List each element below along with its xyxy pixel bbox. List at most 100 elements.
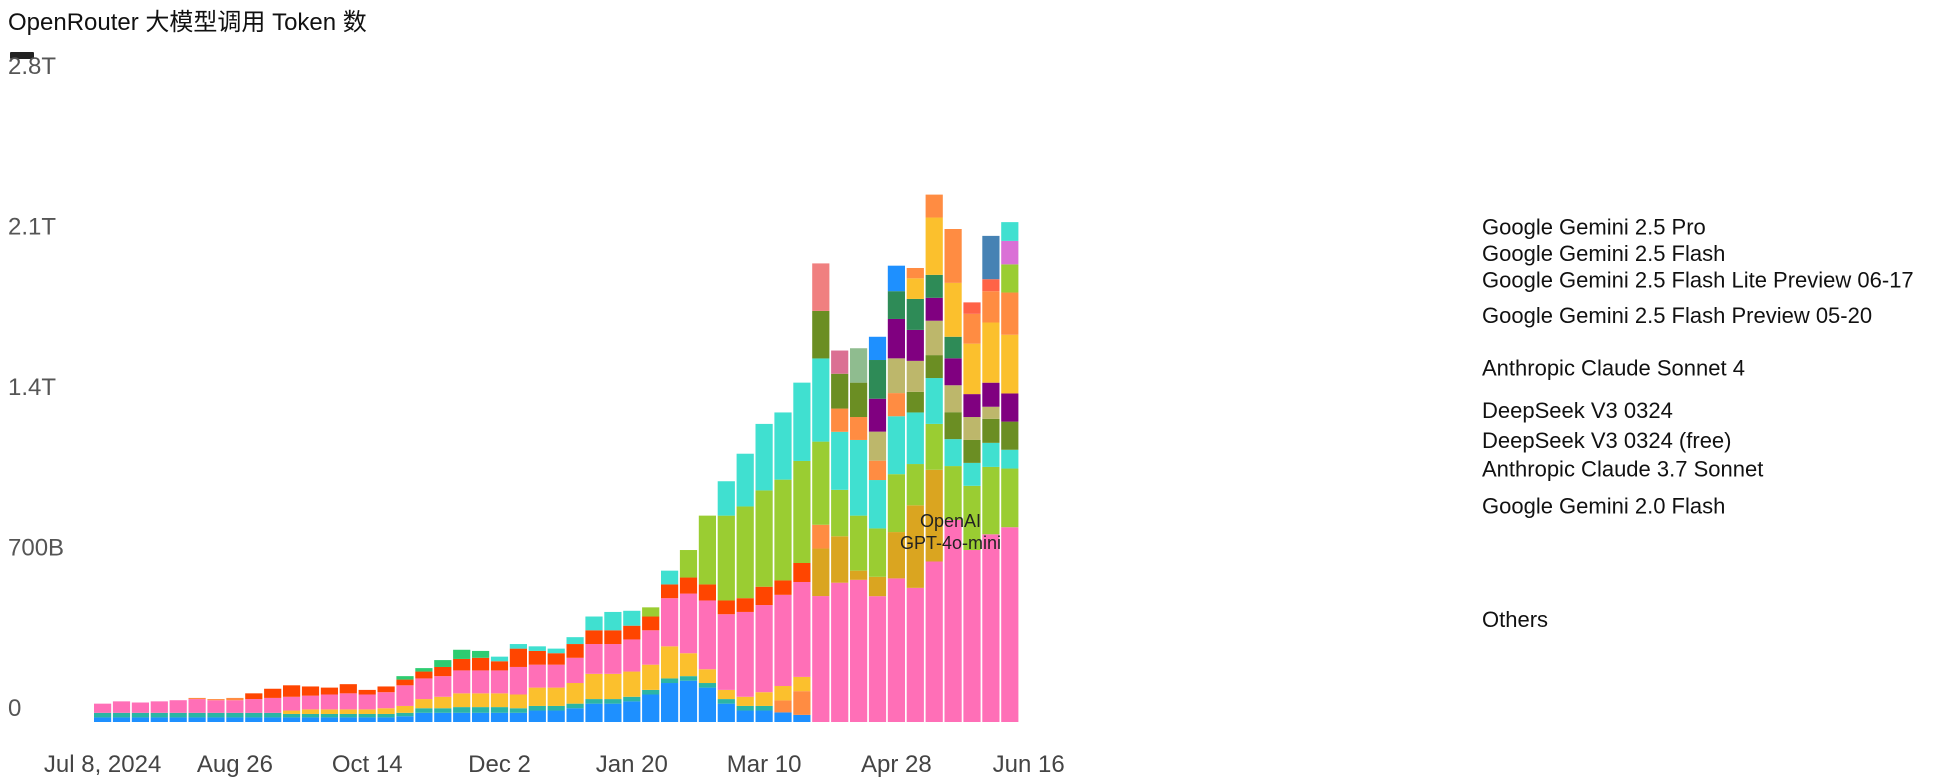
bar-segment xyxy=(925,423,943,470)
bar-segment xyxy=(150,717,168,722)
bar-segment xyxy=(566,644,584,658)
bar-segment xyxy=(868,398,887,432)
bar-segment xyxy=(301,686,320,696)
bar-column xyxy=(509,644,527,722)
bar-segment xyxy=(415,671,433,679)
bar-segment xyxy=(755,710,773,722)
bar-segment xyxy=(793,563,811,582)
bar-segment xyxy=(698,600,716,670)
bar-column xyxy=(661,570,679,722)
x-tick-label: Jun 16 xyxy=(993,751,1065,778)
bar-segment xyxy=(868,528,887,577)
bar-segment xyxy=(528,710,546,722)
bar-segment xyxy=(585,673,603,700)
bar-segment xyxy=(982,406,1000,419)
bar-segment xyxy=(906,505,924,588)
bar-column xyxy=(906,267,924,722)
bar-segment xyxy=(245,717,263,722)
bar-column xyxy=(264,688,282,722)
bar-segment xyxy=(358,709,376,714)
bar-column xyxy=(434,660,452,722)
bar-segment xyxy=(320,694,338,710)
bar-segment xyxy=(226,700,244,713)
bar-segment xyxy=(188,697,206,700)
bar-column xyxy=(642,607,660,722)
bar-segment xyxy=(755,586,773,606)
bar-segment xyxy=(490,707,509,713)
bar-segment xyxy=(944,358,962,386)
bar-segment xyxy=(207,699,225,701)
bar-segment xyxy=(226,717,244,722)
bar-segment xyxy=(642,616,660,631)
bar-segment xyxy=(906,391,924,413)
bar-segment xyxy=(472,657,490,671)
x-axis-ticks: Jul 8, 2024 Aug 26 Oct 14 Dec 2 Jan 20 Mar 10… xyxy=(44,751,1065,778)
bar-segment xyxy=(604,644,622,674)
bar-segment xyxy=(679,680,698,722)
bar-segment xyxy=(566,708,584,722)
bar-segment xyxy=(415,699,433,709)
bar-segment xyxy=(717,600,735,615)
bar-segment xyxy=(925,355,943,379)
bar-segment xyxy=(604,611,622,631)
bar-segment xyxy=(131,712,149,718)
bar-segment xyxy=(396,679,414,686)
x-tick-label: Jan 20 xyxy=(596,751,668,778)
bar-segment xyxy=(585,630,603,645)
annotation-text: GPT-4o-mini xyxy=(900,533,1001,553)
bar-column xyxy=(358,689,376,722)
annotation-text: OpenAI xyxy=(920,511,981,531)
bar-column xyxy=(320,687,338,722)
bar-segment xyxy=(868,336,887,361)
bar-segment xyxy=(1001,393,1019,422)
bar-segment xyxy=(963,485,981,551)
y-tick-label: 0 xyxy=(8,695,21,722)
bar-segment xyxy=(868,360,887,399)
bar-segment xyxy=(774,412,792,480)
bar-segment xyxy=(944,385,962,413)
bar-segment xyxy=(547,648,565,654)
bar-segment xyxy=(925,378,943,424)
bar-segment xyxy=(793,676,811,692)
bar-segment xyxy=(434,708,452,713)
bar-segment xyxy=(831,431,849,490)
bar-segment xyxy=(509,648,527,667)
bar-segment xyxy=(207,712,225,718)
bar-segment xyxy=(944,336,962,359)
bar-segment xyxy=(793,460,811,563)
bar-segment xyxy=(377,692,395,709)
bar-column xyxy=(604,611,622,722)
bar-segment xyxy=(642,694,660,722)
bar-column xyxy=(415,668,433,722)
bar-segment xyxy=(434,666,452,677)
bar-segment xyxy=(774,700,792,713)
bar-segment xyxy=(415,668,433,672)
bar-segment xyxy=(812,524,830,549)
bar-segment xyxy=(472,670,490,694)
bar-segment xyxy=(1001,421,1019,450)
bar-segment xyxy=(207,700,225,713)
bar-segment xyxy=(831,373,849,409)
bar-segment xyxy=(982,418,1000,443)
bar-segment xyxy=(812,596,830,722)
bar-segment xyxy=(320,687,338,695)
bar-segment xyxy=(661,678,679,684)
bar-segment xyxy=(339,684,357,694)
bar-column xyxy=(982,235,1000,722)
bar-segment xyxy=(1001,222,1019,241)
x-tick-label: Dec 2 xyxy=(468,751,531,778)
x-tick-label: Jul 8, 2024 xyxy=(44,751,161,778)
bar-segment xyxy=(925,194,943,218)
bar-segment xyxy=(528,687,546,706)
bar-segment xyxy=(264,688,282,698)
bar-segment xyxy=(623,701,641,722)
y-axis-ticks: 0 700B 1.4T 2.1T 2.8T xyxy=(8,53,64,722)
bar-column xyxy=(169,700,187,722)
bar-segment xyxy=(604,673,622,700)
bar-column xyxy=(131,702,149,722)
bar-segment xyxy=(661,646,679,679)
bar-segment xyxy=(358,713,376,718)
stacked-bars xyxy=(94,194,1019,722)
